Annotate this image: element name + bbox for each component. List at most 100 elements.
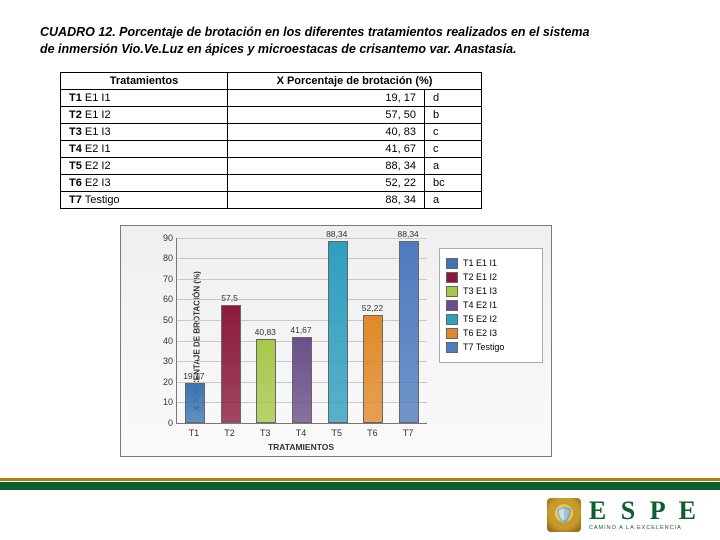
- legend-swatch-icon: [446, 300, 458, 311]
- bar: [292, 337, 312, 423]
- title-line1: CUADRO 12. Porcentaje de brotación en lo…: [40, 25, 589, 39]
- bar-value-label: 40,83: [255, 327, 276, 337]
- legend-label: T1 E1 I1: [463, 258, 497, 268]
- legend-label: T3 E1 I3: [463, 286, 497, 296]
- table-container: Tratamientos X Porcentaje de brotación (…: [60, 72, 680, 209]
- bar-value-label: 88,34: [326, 229, 347, 239]
- cell-trt: T7 Testigo: [61, 191, 228, 208]
- x-tick: T3: [260, 428, 271, 438]
- grid-line: [177, 320, 427, 321]
- footer-bar: [0, 482, 720, 490]
- legend-swatch-icon: [446, 314, 458, 325]
- x-tick: T5: [331, 428, 342, 438]
- cell-grp: b: [425, 106, 482, 123]
- cell-trt: T2 E1 I2: [61, 106, 228, 123]
- cell-val: 41, 67: [228, 140, 425, 157]
- cell-grp: c: [425, 140, 482, 157]
- y-tick: 40: [151, 336, 173, 346]
- y-tick: 50: [151, 315, 173, 325]
- legend: T1 E1 I1 T2 E1 I2 T3 E1 I3 T4 E2 I1 T5 E2 I2…: [439, 248, 543, 363]
- legend-label: T6 E2 I3: [463, 328, 497, 338]
- table-row: T2 E1 I257, 50b: [61, 106, 482, 123]
- bar: [221, 305, 241, 423]
- legend-swatch-icon: [446, 258, 458, 269]
- espe-tagline: CAMINO A LA EXCELENCIA: [589, 526, 700, 532]
- cell-trt: T3 E1 I3: [61, 123, 228, 140]
- cell-val: 52, 22: [228, 174, 425, 191]
- espe-brand: 🛡️ E S P E CAMINO A LA EXCELENCIA: [547, 498, 700, 532]
- legend-item: T7 Testigo: [446, 342, 536, 353]
- bar: [399, 241, 419, 423]
- y-tick: 20: [151, 377, 173, 387]
- cell-grp: a: [425, 191, 482, 208]
- th-tratamientos: Tratamientos: [61, 72, 228, 89]
- legend-swatch-icon: [446, 342, 458, 353]
- cell-trt: T6 E2 I3: [61, 174, 228, 191]
- cell-trt: T4 E2 I1: [61, 140, 228, 157]
- table-row: T3 E1 I340, 83c: [61, 123, 482, 140]
- cell-val: 88, 34: [228, 157, 425, 174]
- table-body: T1 E1 I119, 17dT2 E1 I257, 50bT3 E1 I340…: [61, 89, 482, 208]
- bar-value-label: 19,17: [183, 371, 204, 381]
- y-tick: 10: [151, 397, 173, 407]
- y-tick: 80: [151, 253, 173, 263]
- bar: [185, 383, 205, 422]
- title: CUADRO 12. Porcentaje de brotación en lo…: [40, 24, 680, 58]
- cell-val: 57, 50: [228, 106, 425, 123]
- bar: [363, 315, 383, 422]
- bar-value-label: 88,34: [398, 229, 419, 239]
- y-tick: 0: [151, 418, 173, 428]
- legend-item: T1 E1 I1: [446, 258, 536, 269]
- legend-item: T4 E2 I1: [446, 300, 536, 311]
- cell-grp: d: [425, 89, 482, 106]
- x-axis-label: TRATAMIENTOS: [176, 442, 426, 452]
- legend-swatch-icon: [446, 328, 458, 339]
- table-row: T6 E2 I352, 22bc: [61, 174, 482, 191]
- footer: 🛡️ E S P E CAMINO A LA EXCELENCIA: [0, 482, 720, 540]
- x-tick: T2: [224, 428, 235, 438]
- bar-chart: X PORCENTAJE DE BROTACIÓN (%) TRATAMIENT…: [120, 225, 552, 457]
- x-tick: T7: [403, 428, 414, 438]
- title-line2: de inmersión Vio.Ve.Luz en ápices y micr…: [40, 42, 517, 56]
- table-row: T7 Testigo88, 34a: [61, 191, 482, 208]
- y-tick: 70: [151, 274, 173, 284]
- grid-line: [177, 299, 427, 300]
- cell-trt: T5 E2 I2: [61, 157, 228, 174]
- espe-text: E S P E CAMINO A LA EXCELENCIA: [589, 498, 700, 532]
- y-tick: 60: [151, 294, 173, 304]
- cell-grp: bc: [425, 174, 482, 191]
- bar-value-label: 57,5: [221, 293, 238, 303]
- legend-label: T4 E2 I1: [463, 300, 497, 310]
- grid-line: [177, 258, 427, 259]
- y-tick: 30: [151, 356, 173, 366]
- legend-item: T6 E2 I3: [446, 328, 536, 339]
- slide: CUADRO 12. Porcentaje de brotación en lo…: [0, 0, 720, 540]
- table-row: T1 E1 I119, 17d: [61, 89, 482, 106]
- cell-trt: T1 E1 I1: [61, 89, 228, 106]
- legend-swatch-icon: [446, 286, 458, 297]
- legend-swatch-icon: [446, 272, 458, 283]
- espe-name: E S P E: [589, 498, 700, 524]
- data-table: Tratamientos X Porcentaje de brotación (…: [60, 72, 482, 209]
- grid-line: [177, 238, 427, 239]
- grid-line: [177, 279, 427, 280]
- legend-item: T5 E2 I2: [446, 314, 536, 325]
- cell-val: 40, 83: [228, 123, 425, 140]
- legend-label: T7 Testigo: [463, 342, 504, 352]
- bar-value-label: 52,22: [362, 303, 383, 313]
- y-tick: 90: [151, 233, 173, 243]
- x-tick: T4: [296, 428, 307, 438]
- cell-grp: c: [425, 123, 482, 140]
- legend-item: T3 E1 I3: [446, 286, 536, 297]
- legend-item: T2 E1 I2: [446, 272, 536, 283]
- x-tick: T1: [189, 428, 200, 438]
- espe-shield-icon: 🛡️: [547, 498, 581, 532]
- bar: [328, 241, 348, 423]
- cell-grp: a: [425, 157, 482, 174]
- th-porcentaje: X Porcentaje de brotación (%): [228, 72, 482, 89]
- x-tick: T6: [367, 428, 378, 438]
- bar-value-label: 41,67: [290, 325, 311, 335]
- table-row: T4 E2 I141, 67c: [61, 140, 482, 157]
- legend-label: T2 E1 I2: [463, 272, 497, 282]
- legend-label: T5 E2 I2: [463, 314, 497, 324]
